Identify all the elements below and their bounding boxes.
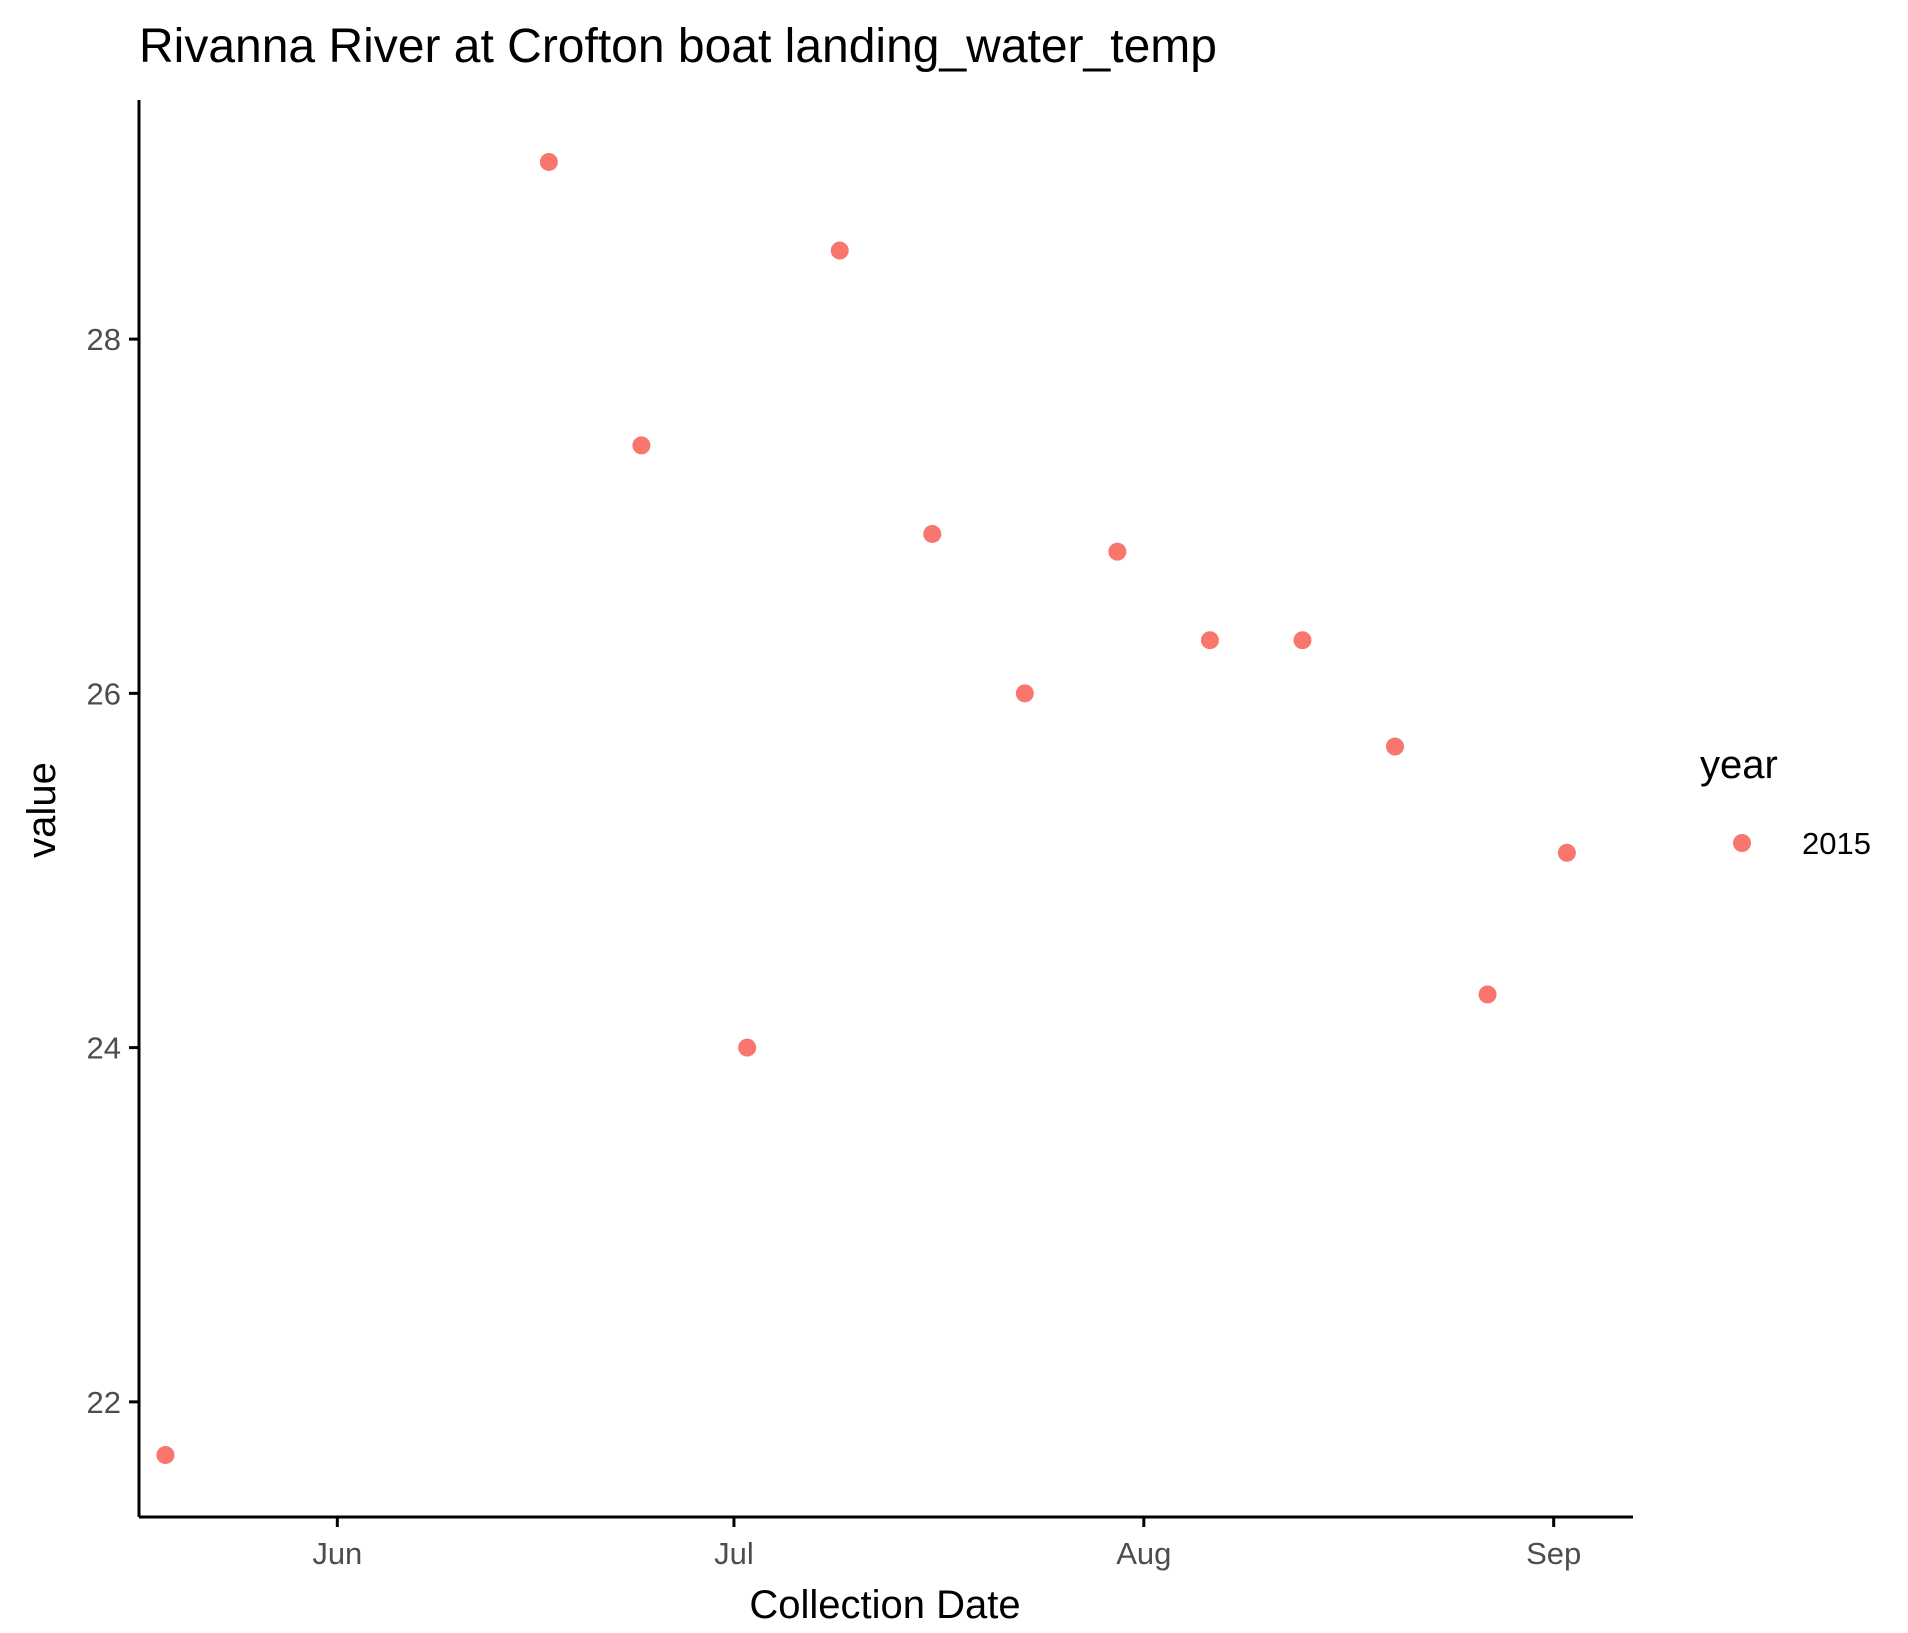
chart-title: Rivanna River at Crofton boat landing_wa… (139, 20, 1217, 73)
data-point (1015, 684, 1034, 703)
y-axis-title: value (20, 762, 64, 858)
data-point (738, 1038, 757, 1057)
data-point (539, 152, 558, 171)
y-tick-label: 26 (87, 676, 121, 711)
data-point (1108, 542, 1127, 561)
y-tick-label: 28 (87, 322, 121, 357)
x-tick-label: Sep (1526, 1536, 1581, 1571)
legend: year 2015 (1700, 743, 1871, 861)
data-point (1557, 843, 1576, 862)
x-tick-label: Jul (714, 1536, 754, 1571)
data-point (830, 241, 849, 260)
y-axis-ticks: 22 24 26 28 (87, 322, 139, 1420)
x-tick-label: Aug (1116, 1536, 1171, 1571)
y-tick-label: 22 (87, 1385, 121, 1420)
x-axis-title: Collection Date (749, 1583, 1020, 1627)
data-point (1200, 631, 1219, 650)
x-tick-label: Jun (312, 1536, 362, 1571)
data-point (1386, 737, 1405, 756)
x-axis-ticks: Jun Jul Aug Sep (312, 1517, 1581, 1571)
data-point (632, 436, 651, 455)
legend-entries: 2015 (1733, 826, 1871, 861)
data-points (156, 152, 1576, 1465)
legend-key (1733, 834, 1751, 852)
y-tick-label: 24 (87, 1031, 121, 1066)
data-point (923, 524, 942, 543)
data-point (1293, 631, 1312, 650)
data-point (156, 1446, 175, 1465)
data-point (1478, 985, 1497, 1004)
legend-title: year (1700, 743, 1778, 787)
legend-label: 2015 (1802, 826, 1871, 861)
